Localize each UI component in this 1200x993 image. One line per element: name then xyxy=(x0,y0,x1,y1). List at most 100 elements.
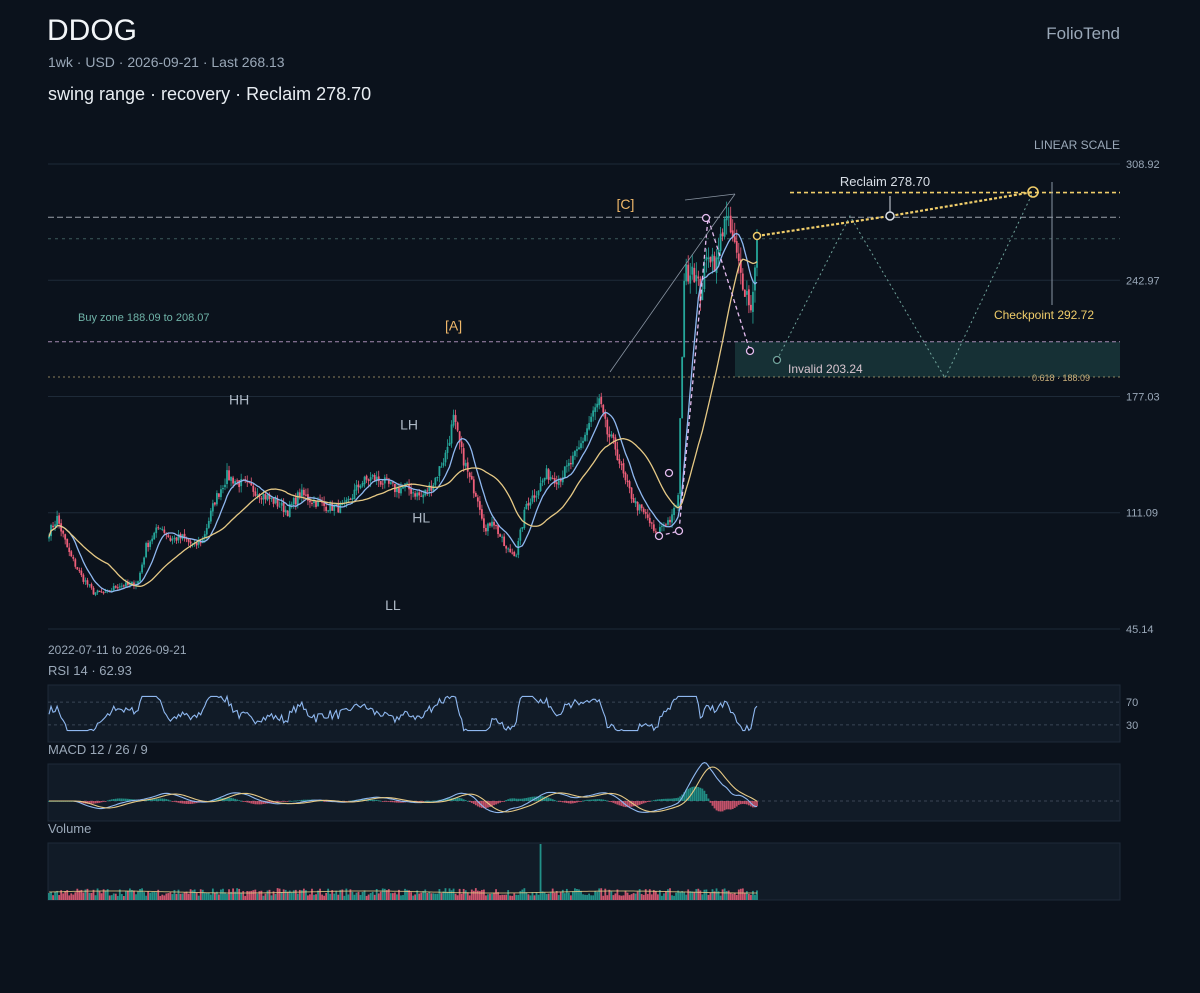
macd-histogram-bar xyxy=(444,798,447,801)
volume-bar xyxy=(78,890,81,900)
volume-bar xyxy=(628,895,631,900)
macd-histogram-bar xyxy=(602,799,605,801)
chart-subtitle: 1wk · USD · 2026-09-21 · Last 268.13 xyxy=(48,54,285,70)
pivot-marker xyxy=(664,468,674,478)
volume-bar xyxy=(272,891,275,900)
volume-bar xyxy=(675,892,677,900)
macd-label: MACD 12 / 26 / 9 xyxy=(48,742,148,757)
volume-bar xyxy=(646,894,649,900)
volume-bar xyxy=(515,894,518,900)
candle-body xyxy=(701,289,704,300)
rsi-panel xyxy=(47,684,1121,743)
volume-bar xyxy=(588,893,590,900)
volume-bar xyxy=(620,895,623,900)
candle-body xyxy=(94,592,97,595)
macd-histogram-bar xyxy=(430,800,433,802)
volume-bar xyxy=(559,892,562,900)
volume-bar xyxy=(127,890,129,900)
macd-histogram-bar xyxy=(745,801,748,805)
volume-bar xyxy=(727,890,730,900)
macd-histogram-bar xyxy=(491,801,493,807)
macd-histogram-bar xyxy=(628,801,631,808)
volume-bar xyxy=(305,890,307,900)
volume-bar xyxy=(470,889,473,900)
macd-histogram-bar xyxy=(515,798,518,801)
macd-histogram-bar xyxy=(377,800,380,802)
volume-bar xyxy=(400,895,402,900)
candle-body xyxy=(387,478,390,484)
candle-body xyxy=(470,476,473,480)
candle-body xyxy=(567,462,570,466)
candle-body xyxy=(485,528,487,532)
volume-bar xyxy=(750,894,752,900)
candle-body xyxy=(416,492,419,497)
candle-body xyxy=(456,422,459,431)
macd-histogram-bar xyxy=(691,786,694,801)
macd-histogram-bar xyxy=(640,801,643,805)
volume-bar xyxy=(394,892,396,900)
candle-body xyxy=(606,419,609,435)
macd-histogram-bar xyxy=(218,798,220,801)
macd-histogram-bar xyxy=(707,798,710,801)
macd-histogram-bar xyxy=(189,801,192,804)
macd-histogram-bar xyxy=(729,801,732,810)
candle-body xyxy=(743,289,746,297)
candle-body xyxy=(576,449,578,452)
volume-bar xyxy=(743,892,746,900)
volume-bar xyxy=(752,890,754,900)
candle-body xyxy=(541,480,544,483)
candle-body xyxy=(357,484,360,488)
macd-histogram-bar xyxy=(116,798,119,801)
macd-histogram-bar xyxy=(731,801,734,810)
volume-bar xyxy=(177,889,180,900)
volume-bar xyxy=(278,888,281,900)
macd-histogram-bar xyxy=(705,793,708,801)
rsi-tick-label: 30 xyxy=(1126,720,1138,732)
volume-bar xyxy=(658,890,661,900)
candle-body xyxy=(92,587,95,595)
candle-body xyxy=(533,495,536,498)
candles xyxy=(48,201,758,597)
candle-body xyxy=(681,357,684,419)
macd-histogram-bar xyxy=(124,798,127,801)
volume-bar xyxy=(754,894,756,900)
candle-body xyxy=(62,530,65,534)
candle-body xyxy=(66,538,69,548)
macd-histogram-bar xyxy=(149,799,152,801)
candle-body xyxy=(614,437,617,450)
candle-body xyxy=(153,532,156,540)
candle-body xyxy=(535,496,538,498)
candle-body xyxy=(452,414,455,426)
pivot-path xyxy=(658,217,751,537)
candle-body xyxy=(491,521,493,527)
volume-bar xyxy=(452,888,455,900)
volume-bar xyxy=(143,892,145,900)
macd-histogram-bar xyxy=(507,799,510,801)
candle-body xyxy=(448,442,451,446)
volume-bar xyxy=(155,892,158,900)
volume-bar xyxy=(616,889,619,900)
macd-histogram-bar xyxy=(118,798,121,801)
macd-histogram-bar xyxy=(576,801,578,803)
macd-histogram-bar xyxy=(715,801,718,811)
volume-bar xyxy=(582,894,584,900)
macd-histogram-bar xyxy=(179,801,182,804)
macd-histogram-bar xyxy=(290,800,293,802)
macd-histogram-bar xyxy=(741,801,744,804)
candle-body xyxy=(187,538,190,542)
volume-bar xyxy=(600,888,603,900)
candle-body xyxy=(559,479,562,482)
volume-bar xyxy=(187,893,190,900)
volume-bar xyxy=(636,891,639,900)
volume-bar xyxy=(355,892,358,900)
volume-bar xyxy=(430,893,433,900)
volume-bar xyxy=(74,892,77,900)
macd-histogram-bar xyxy=(485,801,487,809)
volume-bar xyxy=(169,892,172,900)
candle-body xyxy=(284,509,287,513)
volume-bar xyxy=(733,892,736,900)
candle-body xyxy=(381,483,384,485)
macd-histogram-bar xyxy=(476,801,479,807)
volume-bar xyxy=(216,891,218,900)
candle-body xyxy=(315,500,317,507)
